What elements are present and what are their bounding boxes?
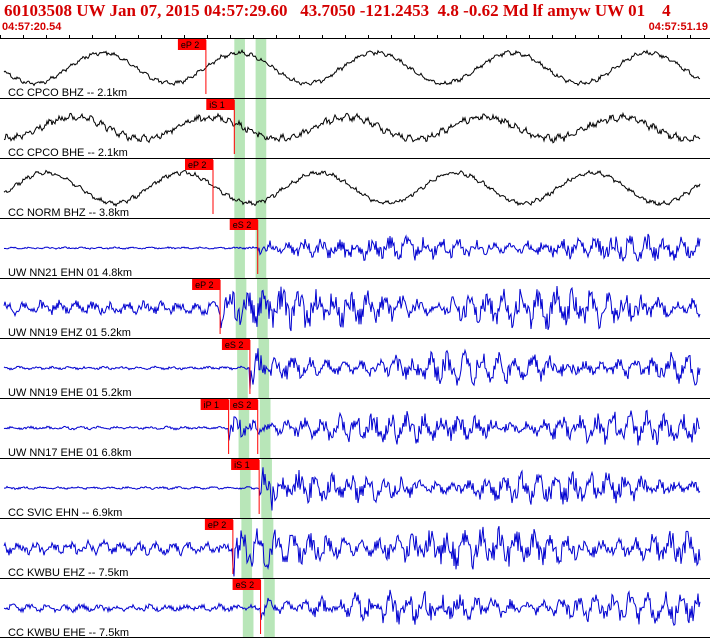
pick-flag — [231, 459, 260, 470]
pick-label: eP 2 — [195, 280, 213, 290]
pick-window-band — [235, 278, 247, 338]
pick-flag — [229, 399, 258, 410]
pick-label: iP 1 — [204, 400, 219, 410]
pick-label: eP 2 — [208, 520, 226, 530]
phase-pick: iS 1 — [231, 459, 260, 514]
trace-row: eS 2 CC KWBU EHE -- 7.5km — [0, 578, 710, 638]
pick-label: eS 2 — [233, 220, 252, 230]
pick-label: eS 2 — [225, 340, 244, 350]
pick-flag — [192, 279, 221, 290]
trace-row: iS 1 CC SVIC EHN -- 6.9km — [0, 458, 710, 519]
trace-row: iS 1 CC CPCO BHE -- 2.1km — [0, 98, 710, 159]
pick-window-band — [241, 518, 253, 578]
trace-label: UW NN19 EHZ 01 5.2km — [8, 327, 131, 339]
pick-flag — [221, 339, 250, 350]
trace-row: iP 1 eS 2 UW NN17 EHE 01 6.8km — [0, 398, 710, 459]
trace-label: CC SVIC EHN -- 6.9km — [8, 507, 122, 519]
pick-flag — [177, 39, 206, 50]
pick-flag — [206, 99, 235, 110]
pick-window-band — [234, 158, 245, 218]
trace-label: CC NORM BHZ -- 3.8km — [8, 207, 129, 219]
trace-row: eP 2 UW NN19 EHZ 01 5.2km — [0, 278, 710, 339]
pick-window-band — [234, 98, 245, 158]
pick-label: eS 2 — [236, 580, 255, 590]
phase-pick: eS 2 — [229, 219, 259, 274]
pick-window-band — [255, 158, 267, 218]
pick-label: eP 2 — [181, 40, 199, 50]
trace-label: CC CPCO BHE -- 2.1km — [8, 147, 128, 159]
trace-label: UW NN21 EHN 01 4.8km — [8, 267, 132, 279]
waveform — [4, 467, 701, 511]
pick-window-band — [262, 518, 274, 578]
phase-pick: eP 2 — [192, 279, 221, 334]
pick-window-band — [238, 398, 250, 458]
pick-label: eP 2 — [188, 160, 206, 170]
trace-row: eP 2 CC NORM BHZ -- 3.8km — [0, 158, 710, 219]
phase-pick: eP 2 — [185, 159, 214, 214]
phase-pick: eS 2 — [232, 579, 262, 634]
waveform — [3, 525, 701, 577]
pick-window-band — [259, 398, 271, 458]
waveform — [3, 48, 701, 87]
phase-pick: iP 1 — [200, 399, 230, 454]
phase-pick: eP 2 — [177, 39, 207, 94]
pick-window-band — [237, 338, 248, 398]
trace-label: UW NN17 EHE 01 6.8km — [8, 447, 131, 459]
pick-window-band — [234, 38, 245, 98]
waveform — [3, 233, 701, 262]
phase-pick: eS 2 — [229, 399, 259, 454]
phase-pick: eP 2 — [204, 519, 234, 574]
waveform — [3, 111, 701, 144]
pick-label: iS 1 — [209, 100, 225, 110]
pick-flag — [232, 579, 261, 590]
trace-panel: eP 2 CC CPCO BHZ -- 2.1km iS 1 CC CPCO BHE … — [0, 38, 710, 638]
trace-label: CC CPCO BHZ -- 2.1km — [8, 87, 127, 99]
waveform — [3, 169, 701, 208]
end-time-label: 04:57:51.19 — [648, 21, 708, 33]
pick-window-band — [255, 218, 267, 278]
waveform — [3, 348, 701, 390]
trace-label: CC KWBU EHE -- 7.5km — [8, 627, 129, 638]
waveform — [3, 285, 701, 332]
trace-label: UW NN19 EHE 01 5.2km — [8, 387, 131, 399]
pick-flag — [200, 399, 229, 410]
pick-label: eS 2 — [233, 400, 252, 410]
event-header: 60103508 UW Jan 07, 2015 04:57:29.60 43.… — [4, 1, 671, 20]
waveform — [3, 589, 701, 627]
pick-label: iS 1 — [234, 460, 250, 470]
pick-window-band — [255, 98, 267, 158]
waveform — [3, 409, 700, 446]
trace-row: eP 2 CC CPCO BHZ -- 2.1km — [0, 38, 710, 99]
trace-row: eP 2 CC KWBU EHZ -- 7.5km — [0, 518, 710, 579]
pick-window-band — [264, 578, 275, 638]
trace-row: eS 2 UW NN19 EHE 01 5.2km — [0, 338, 710, 399]
phase-pick: eS 2 — [221, 339, 251, 394]
pick-flag — [185, 159, 213, 170]
pick-flag — [229, 219, 258, 230]
start-time-label: 04:57:20.54 — [2, 21, 62, 33]
pick-flag — [204, 519, 233, 530]
trace-label: CC KWBU EHZ -- 7.5km — [8, 567, 128, 579]
pick-window-band — [255, 38, 267, 98]
trace-row: eS 2 UW NN21 EHN 01 4.8km — [0, 218, 710, 279]
pick-window-band — [257, 278, 268, 338]
phase-pick: iS 1 — [206, 99, 235, 154]
